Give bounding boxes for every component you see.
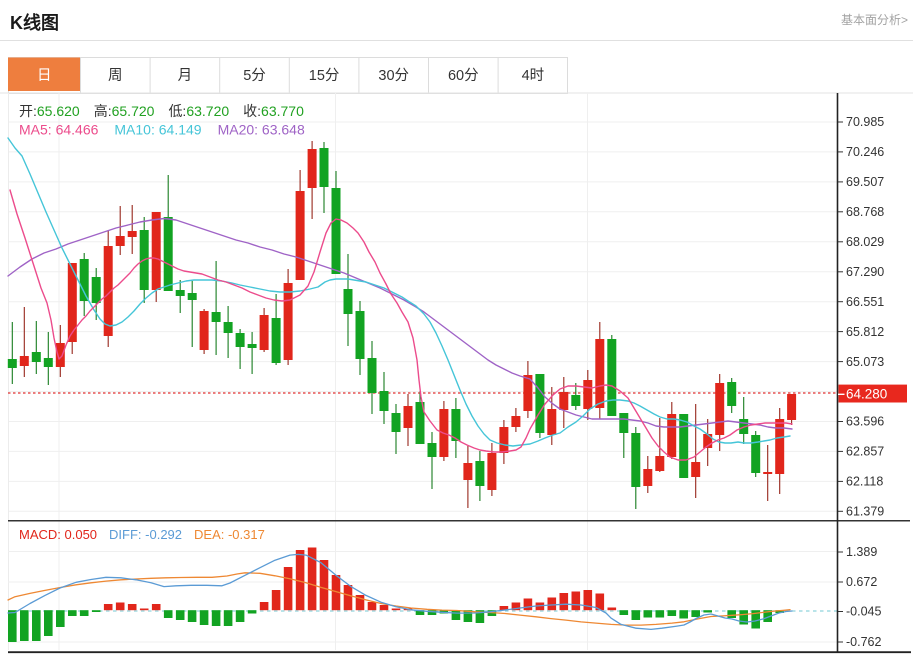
- svg-text:-0.762: -0.762: [846, 635, 881, 649]
- svg-text:70.985: 70.985: [846, 115, 884, 129]
- svg-text:60分: 60分: [448, 67, 479, 84]
- svg-text:日: 日: [37, 68, 52, 84]
- svg-text:基本面分析>: 基本面分析>: [841, 13, 908, 27]
- svg-text:1.389: 1.389: [846, 545, 877, 559]
- svg-text:月: 月: [178, 68, 193, 84]
- svg-text:周: 周: [108, 68, 123, 84]
- svg-text:70.246: 70.246: [846, 145, 884, 159]
- svg-text:62.118: 62.118: [846, 475, 883, 489]
- svg-text:K线图: K线图: [10, 12, 59, 33]
- svg-text:68.768: 68.768: [846, 205, 884, 219]
- svg-text:66.551: 66.551: [846, 295, 884, 309]
- svg-text:61.379: 61.379: [846, 505, 884, 519]
- svg-text:63.596: 63.596: [846, 415, 884, 429]
- svg-text:0.672: 0.672: [846, 575, 877, 589]
- svg-text:30分: 30分: [378, 67, 409, 84]
- svg-text:15分: 15分: [309, 67, 340, 84]
- svg-text:5分: 5分: [243, 67, 266, 84]
- svg-text:67.290: 67.290: [846, 265, 884, 279]
- svg-text:4时: 4时: [522, 67, 545, 84]
- svg-text:68.029: 68.029: [846, 235, 884, 249]
- svg-text:64.280: 64.280: [846, 387, 887, 402]
- svg-text:62.857: 62.857: [846, 445, 884, 459]
- svg-text:65.812: 65.812: [846, 325, 884, 339]
- svg-text:65.073: 65.073: [846, 355, 884, 369]
- svg-text:-0.045: -0.045: [846, 605, 881, 619]
- svg-text:69.507: 69.507: [846, 175, 884, 189]
